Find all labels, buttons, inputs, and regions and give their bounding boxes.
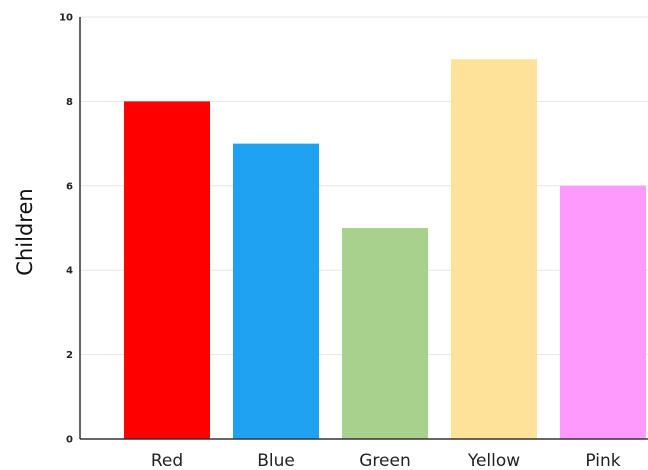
y-axis-title: Children	[13, 188, 37, 275]
x-tick-label-green: Green	[359, 451, 410, 470]
x-tick-label-yellow: Yellow	[467, 451, 520, 470]
y-tick-label: 6	[66, 181, 73, 192]
y-tick-label: 10	[59, 13, 73, 24]
x-tick-label-pink: Pink	[585, 451, 620, 470]
y-tick-label: 8	[66, 97, 73, 108]
y-tick-label: 2	[66, 350, 73, 361]
y-tick-label: 0	[66, 435, 73, 446]
y-tick-labels: 0 2 4 6 8 10	[59, 13, 73, 446]
x-tick-labels: Red Blue Green Yellow Pink	[151, 451, 621, 470]
bar-blue	[233, 143, 319, 439]
bar-red	[124, 101, 210, 440]
axes	[79, 17, 648, 440]
bars	[124, 59, 646, 440]
bar-green	[342, 228, 428, 439]
x-tick-label-blue: Blue	[257, 451, 295, 470]
x-tick-label-red: Red	[151, 451, 183, 470]
bar-yellow	[451, 59, 537, 439]
y-tick-label: 4	[66, 266, 73, 277]
bar-pink	[560, 185, 646, 439]
